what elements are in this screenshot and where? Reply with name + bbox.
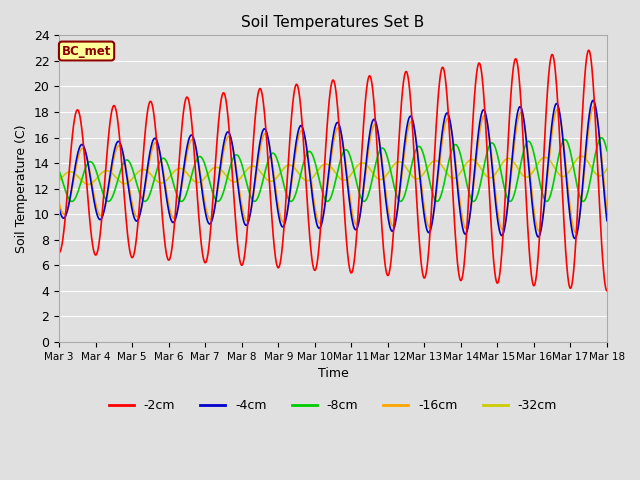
-2cm (603, 288, 611, 294)
Line: -32cm: -32cm (59, 156, 607, 184)
-4cm (603, 218, 611, 224)
-4cm (120, 155, 127, 160)
-4cm (299, 125, 307, 131)
-4cm (589, 97, 597, 103)
-8cm (603, 148, 611, 154)
-32cm (367, 168, 375, 174)
-4cm (98, 216, 106, 221)
-16cm (572, 229, 579, 235)
-16cm (590, 104, 598, 109)
Text: BC_met: BC_met (62, 45, 111, 58)
-32cm (300, 176, 307, 181)
-32cm (84, 181, 92, 187)
-8cm (598, 135, 605, 141)
-4cm (571, 236, 579, 241)
Y-axis label: Soil Temperature (C): Soil Temperature (C) (15, 124, 28, 253)
-4cm (309, 197, 317, 203)
-4cm (367, 124, 374, 130)
-2cm (299, 131, 307, 137)
-32cm (55, 178, 63, 183)
-16cm (288, 181, 296, 187)
-16cm (299, 129, 307, 134)
-8cm (300, 161, 307, 167)
Line: -16cm: -16cm (59, 107, 607, 232)
-16cm (98, 213, 106, 218)
-32cm (603, 166, 611, 172)
-16cm (309, 189, 317, 195)
-16cm (367, 132, 374, 138)
Line: -2cm: -2cm (59, 50, 607, 291)
-2cm (98, 218, 106, 224)
-2cm (120, 188, 127, 194)
X-axis label: Time: Time (317, 367, 348, 380)
-4cm (55, 205, 63, 211)
-16cm (603, 207, 611, 213)
-2cm (367, 75, 374, 81)
-16cm (120, 154, 127, 159)
Line: -8cm: -8cm (59, 138, 607, 202)
-8cm (55, 168, 63, 174)
-8cm (68, 199, 76, 204)
-32cm (309, 174, 317, 180)
-2cm (309, 262, 317, 267)
-32cm (288, 163, 296, 168)
Legend: -2cm, -4cm, -8cm, -16cm, -32cm: -2cm, -4cm, -8cm, -16cm, -32cm (104, 394, 562, 417)
Line: -4cm: -4cm (59, 100, 607, 239)
-2cm (288, 113, 296, 119)
-8cm (98, 187, 106, 193)
-2cm (55, 250, 63, 255)
-8cm (288, 198, 296, 204)
-2cm (585, 48, 593, 53)
-4cm (288, 176, 296, 181)
-32cm (120, 181, 128, 187)
Title: Soil Temperatures Set B: Soil Temperatures Set B (241, 15, 425, 30)
-32cm (98, 170, 106, 176)
-8cm (120, 159, 128, 165)
-32cm (577, 153, 585, 159)
-8cm (367, 181, 375, 187)
-16cm (55, 200, 63, 205)
-8cm (309, 154, 317, 159)
